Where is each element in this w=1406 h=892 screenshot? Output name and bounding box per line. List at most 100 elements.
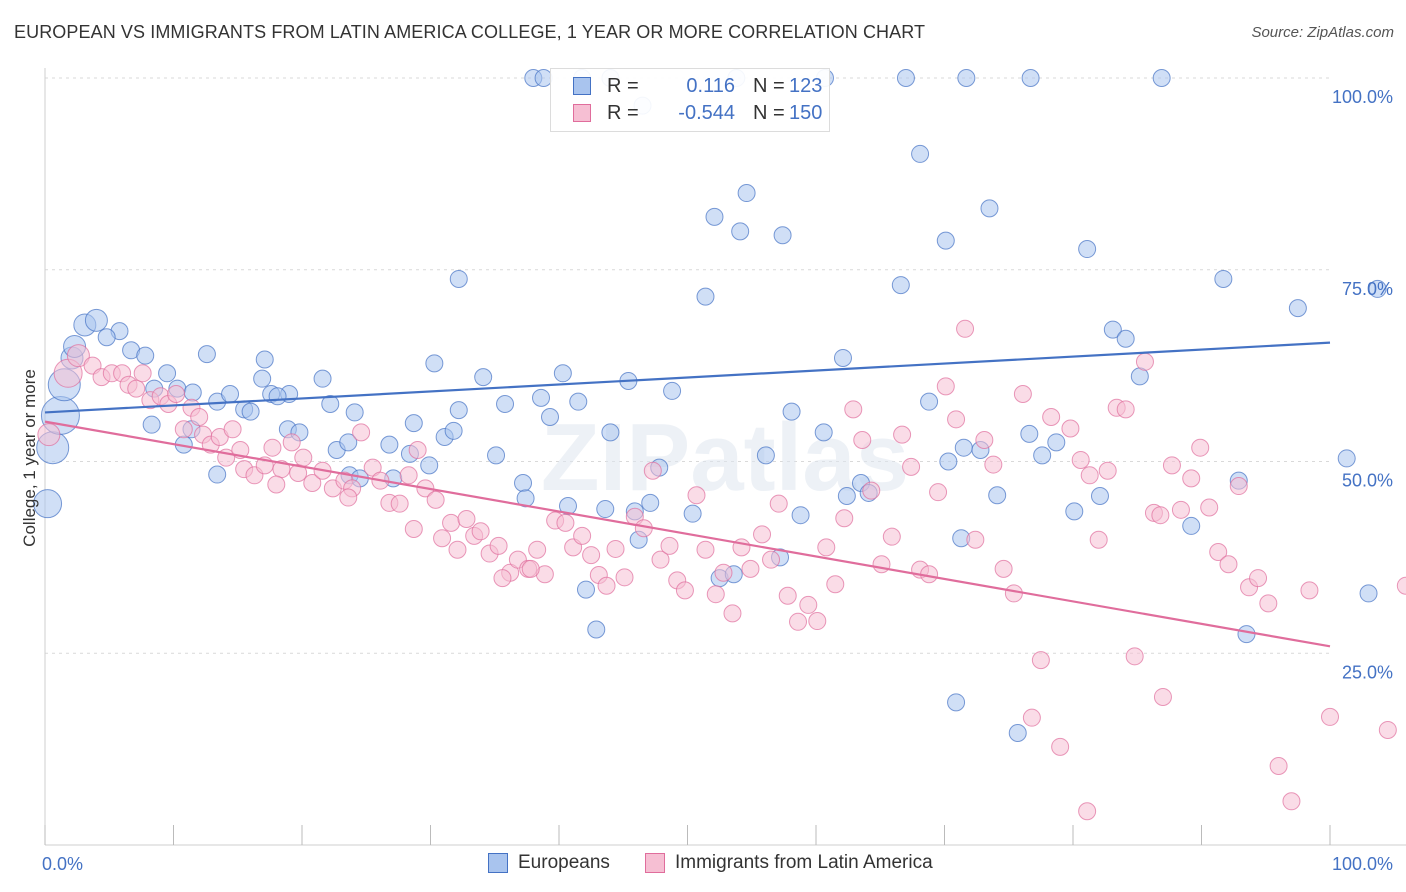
data-point <box>449 401 468 420</box>
data-point <box>936 377 955 396</box>
data-point <box>1249 569 1268 588</box>
data-point <box>1116 329 1135 348</box>
data-point <box>1022 708 1041 727</box>
data-point <box>814 423 833 442</box>
data-point <box>1047 433 1066 452</box>
series-latin-america <box>37 319 1406 821</box>
data-point <box>532 388 551 407</box>
data-point <box>723 604 742 623</box>
data-point <box>183 383 202 402</box>
y-tick-label: 25.0% <box>1342 662 1393 682</box>
data-point <box>263 438 282 457</box>
data-point <box>97 328 116 347</box>
data-point <box>947 410 966 429</box>
data-point <box>380 435 399 454</box>
data-point <box>339 488 358 507</box>
data-point <box>1152 69 1171 87</box>
legend-r-value: 0.116 <box>686 75 735 97</box>
y-axis-label: College, 1 year or more <box>20 369 39 547</box>
data-point <box>1098 461 1117 480</box>
data-point <box>1337 449 1356 468</box>
data-point <box>1051 737 1070 756</box>
data-point <box>1182 469 1201 488</box>
data-point <box>253 369 272 388</box>
data-point <box>255 350 274 369</box>
data-point <box>902 457 921 476</box>
data-point <box>208 465 227 484</box>
data-point <box>1013 385 1032 404</box>
data-point <box>174 420 193 439</box>
data-point <box>675 581 694 600</box>
data-point <box>282 433 301 452</box>
data-point <box>615 568 634 587</box>
y-tick-label: 50.0% <box>1342 471 1393 491</box>
data-point <box>778 586 797 605</box>
data-point <box>762 550 781 569</box>
data-point <box>1282 792 1301 811</box>
data-point <box>663 381 682 400</box>
data-point <box>975 431 994 450</box>
data-point <box>1259 594 1278 613</box>
correlation-legend: R = 0.116 N = 123 R = -0.544 N = 150 <box>550 68 830 132</box>
data-point <box>936 231 955 250</box>
data-point <box>1209 543 1228 562</box>
legend-swatch-europeans <box>488 853 508 873</box>
data-point <box>837 487 856 506</box>
data-point <box>158 364 177 383</box>
data-point <box>789 612 808 631</box>
data-point <box>136 346 155 365</box>
data-point <box>1300 581 1319 600</box>
data-point <box>582 546 601 565</box>
data-point <box>426 490 445 509</box>
data-point <box>425 354 444 373</box>
data-point <box>896 69 915 87</box>
trendline <box>44 341 1331 414</box>
x-tick-label: 100.0% <box>1332 854 1393 874</box>
data-point <box>606 539 625 558</box>
data-point <box>1125 647 1144 666</box>
data-point <box>556 513 575 532</box>
data-point <box>1061 419 1080 438</box>
data-point <box>167 385 186 404</box>
data-point <box>696 540 715 559</box>
data-point <box>1089 530 1108 549</box>
data-point <box>1021 69 1040 87</box>
data-point <box>994 559 1013 578</box>
data-point <box>303 473 322 492</box>
data-point <box>442 513 461 532</box>
data-point <box>706 585 725 604</box>
data-point <box>929 483 948 502</box>
data-point <box>1080 466 1099 485</box>
legend-n-label: N = <box>753 75 785 97</box>
data-point <box>872 555 891 574</box>
y-tick-label: 75.0% <box>1342 279 1393 299</box>
data-point <box>988 486 1007 505</box>
data-point <box>862 481 881 500</box>
data-point <box>1103 320 1122 339</box>
data-point <box>268 387 287 406</box>
data-point <box>939 452 958 471</box>
x-tick-label: 0.0% <box>42 854 83 874</box>
legend-label-latin-america: Immigrants from Latin America <box>675 852 933 873</box>
data-point <box>471 522 490 541</box>
data-point <box>808 612 827 631</box>
data-point <box>844 400 863 419</box>
legend-label-europeans: Europeans <box>518 852 610 873</box>
data-point <box>569 392 588 411</box>
data-point <box>474 368 493 387</box>
data-point <box>705 207 724 226</box>
data-point <box>1214 269 1233 288</box>
data-point <box>1004 584 1023 603</box>
data-point <box>1042 408 1061 427</box>
data-point <box>1135 352 1154 371</box>
legend-swatch-europeans <box>573 77 591 95</box>
data-point <box>84 308 108 332</box>
data-point <box>601 423 620 442</box>
data-point <box>966 530 985 549</box>
data-point <box>514 473 533 492</box>
data-point <box>313 369 332 388</box>
data-point <box>791 506 810 525</box>
data-point <box>954 438 973 457</box>
data-point <box>1321 707 1339 726</box>
data-point <box>833 348 852 367</box>
